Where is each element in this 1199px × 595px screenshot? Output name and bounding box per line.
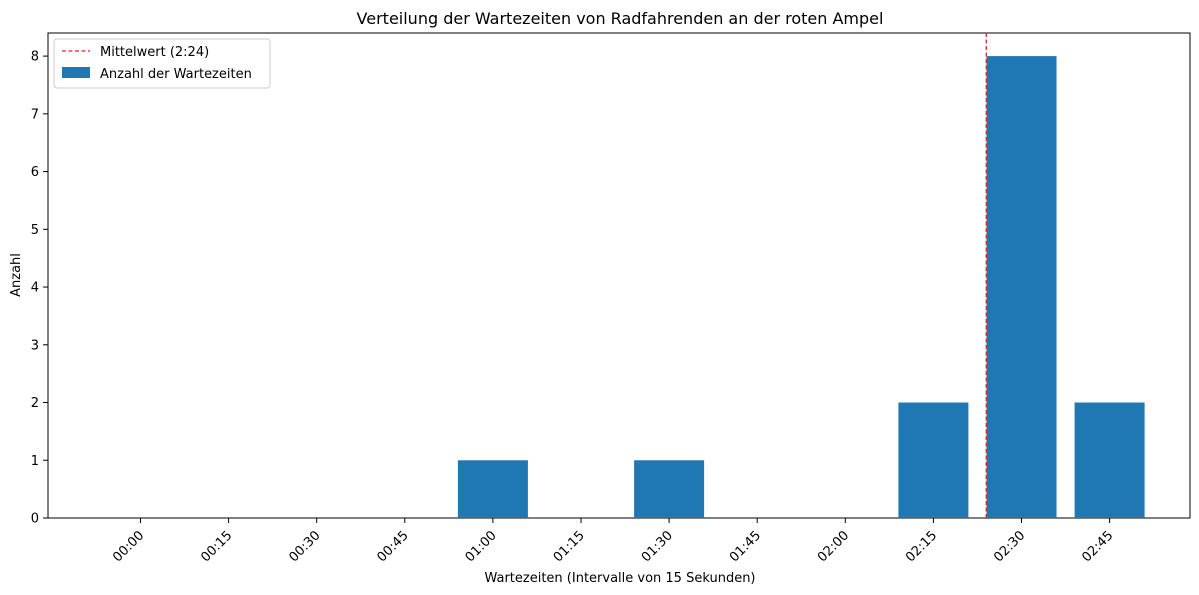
- y-tick-label: 7: [31, 107, 39, 122]
- bar-01-00: [457, 460, 528, 518]
- y-tick-label: 4: [31, 281, 39, 296]
- y-tick-label: 8: [31, 50, 39, 65]
- bar-01-30: [634, 460, 705, 518]
- x-tick-label: 00:30: [286, 528, 323, 565]
- y-tick-label: 1: [31, 454, 39, 469]
- x-axis-ticks: 00:00 00:15 00:30 00:45 01:00 01:15 01:30 01:45…: [110, 518, 1116, 565]
- x-tick-label: 02:45: [1079, 528, 1116, 565]
- bars-group: [457, 56, 1145, 518]
- x-tick-label: 00:45: [375, 528, 412, 565]
- legend-box: [53, 38, 271, 89]
- x-tick-label: 01:00: [463, 528, 500, 565]
- chart-title: Verteilung der Wartezeiten von Radfahren…: [357, 9, 884, 28]
- bar-02-45: [1074, 402, 1145, 518]
- plot-area-frame: [47, 32, 1191, 519]
- y-axis-label: Anzahl: [9, 253, 24, 297]
- x-tick-label: 00:15: [198, 528, 235, 565]
- legend-bar-swatch: [62, 67, 90, 78]
- y-tick-label: 6: [31, 165, 39, 180]
- y-tick-label: 0: [31, 512, 39, 527]
- legend-mean-label: Mittelwert (2:24): [100, 45, 209, 60]
- x-tick-label: 02:00: [815, 528, 852, 565]
- x-tick-label: 00:00: [110, 528, 147, 565]
- x-axis-label: Wartezeiten (Intervalle von 15 Sekunden): [484, 571, 755, 586]
- x-tick-label: 01:30: [639, 528, 676, 565]
- bar-02-15: [898, 402, 969, 518]
- legend: Mittelwert (2:24) Anzahl der Wartezeiten: [53, 38, 271, 89]
- x-tick-label: 02:15: [903, 528, 940, 565]
- x-tick-label: 02:30: [991, 528, 1028, 565]
- x-tick-label: 01:45: [727, 528, 764, 565]
- y-tick-label: 5: [31, 223, 39, 238]
- legend-series-label: Anzahl der Wartezeiten: [100, 67, 252, 82]
- y-tick-label: 2: [31, 396, 39, 411]
- bar-02-30: [986, 56, 1057, 518]
- y-tick-label: 3: [31, 338, 39, 353]
- y-axis-ticks: 0 1 2 3 4 5 6 7 8: [31, 50, 48, 527]
- x-tick-label: 01:15: [551, 528, 588, 565]
